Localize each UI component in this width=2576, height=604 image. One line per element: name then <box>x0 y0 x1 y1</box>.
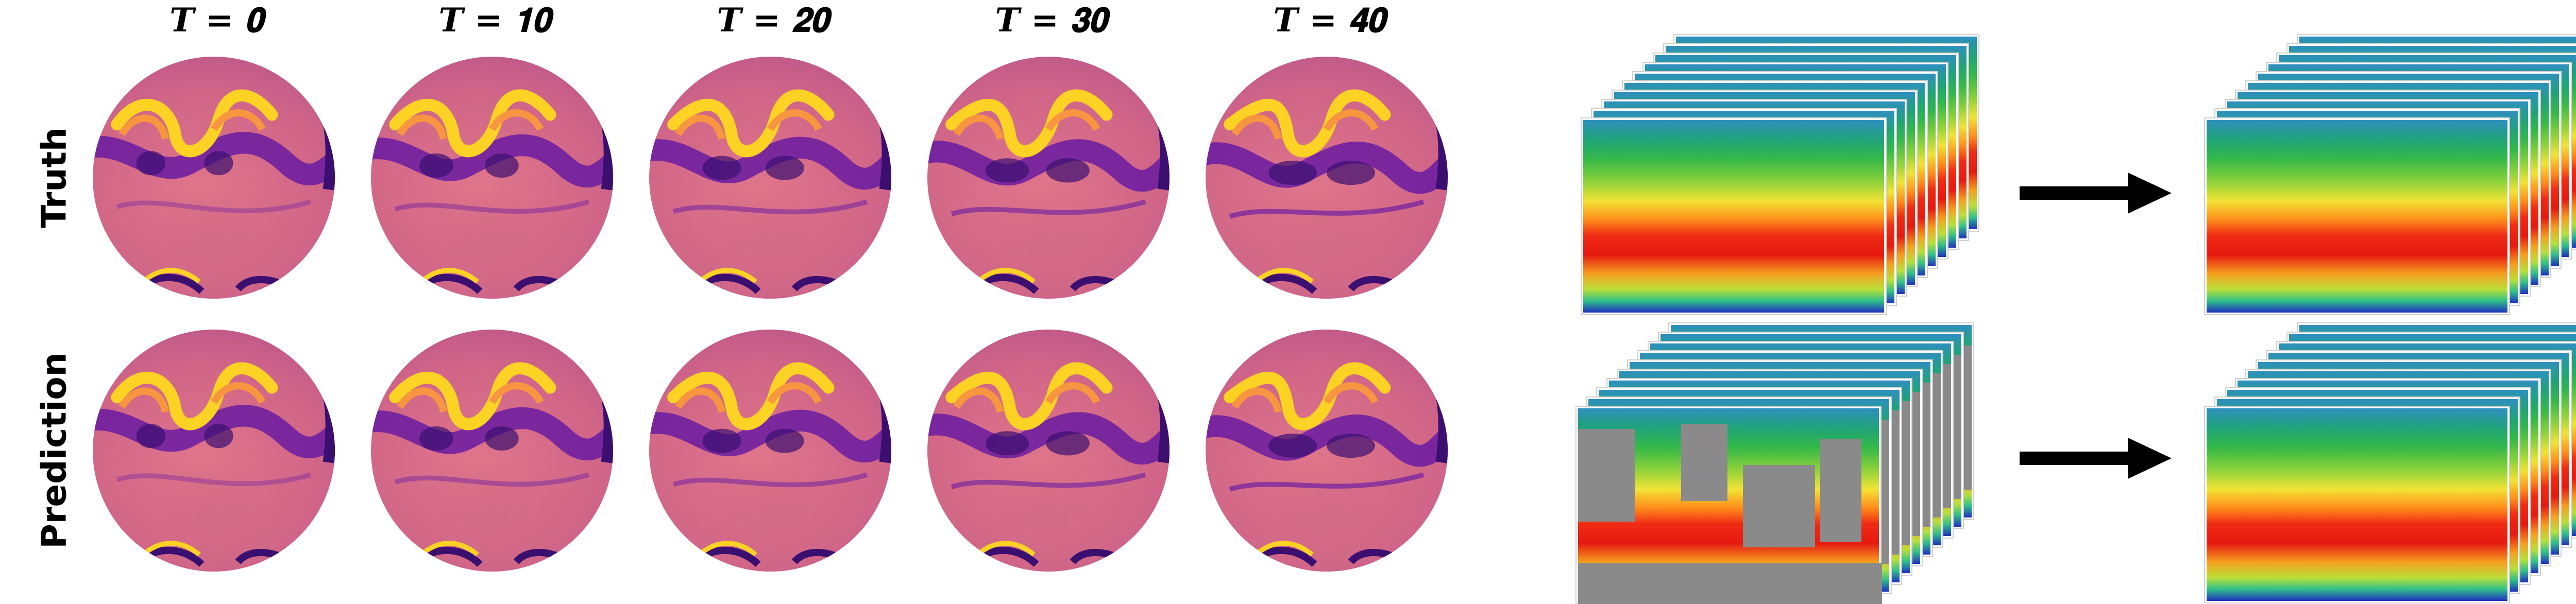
prediction-globe-t20 <box>649 330 891 572</box>
row-label-truth: Truth <box>34 127 74 228</box>
climate-map-frame <box>2205 118 2509 314</box>
row-label-prediction: Prediction <box>34 352 74 549</box>
right-arrow-icon <box>2020 438 2172 479</box>
column-label-t20: 𝑻 = 𝟐𝟎 <box>717 1 829 40</box>
right-arrow-icon <box>2020 172 2172 214</box>
truth-globe-t0 <box>93 57 335 299</box>
input-stack-top <box>1582 31 2035 314</box>
truth-globe-t20 <box>649 57 891 299</box>
output-stack-top <box>2200 31 2576 314</box>
column-label-t0: 𝑻 = 𝟎 <box>170 1 263 40</box>
prediction-globe-t10 <box>371 330 613 572</box>
climate-map-frame <box>1582 118 1886 314</box>
truth-globe-t30 <box>927 57 1170 299</box>
column-label-t30: 𝑻 = 𝟑𝟎 <box>995 1 1107 40</box>
truth-globe-t40 <box>1206 57 1448 299</box>
prediction-globe-t0 <box>93 330 335 572</box>
column-label-t40: 𝑻 = 𝟒𝟎 <box>1273 1 1385 40</box>
climate-map-frame <box>1577 407 1882 604</box>
climate-map-frame <box>2205 407 2509 602</box>
input-stack-bottom-masked <box>1577 319 2030 604</box>
prediction-globe-t30 <box>927 330 1170 572</box>
output-stack-bottom <box>2200 319 2576 602</box>
truth-globe-t10 <box>371 57 613 299</box>
prediction-globe-t40 <box>1206 330 1448 572</box>
column-label-t10: 𝑻 = 𝟏𝟎 <box>438 1 551 40</box>
